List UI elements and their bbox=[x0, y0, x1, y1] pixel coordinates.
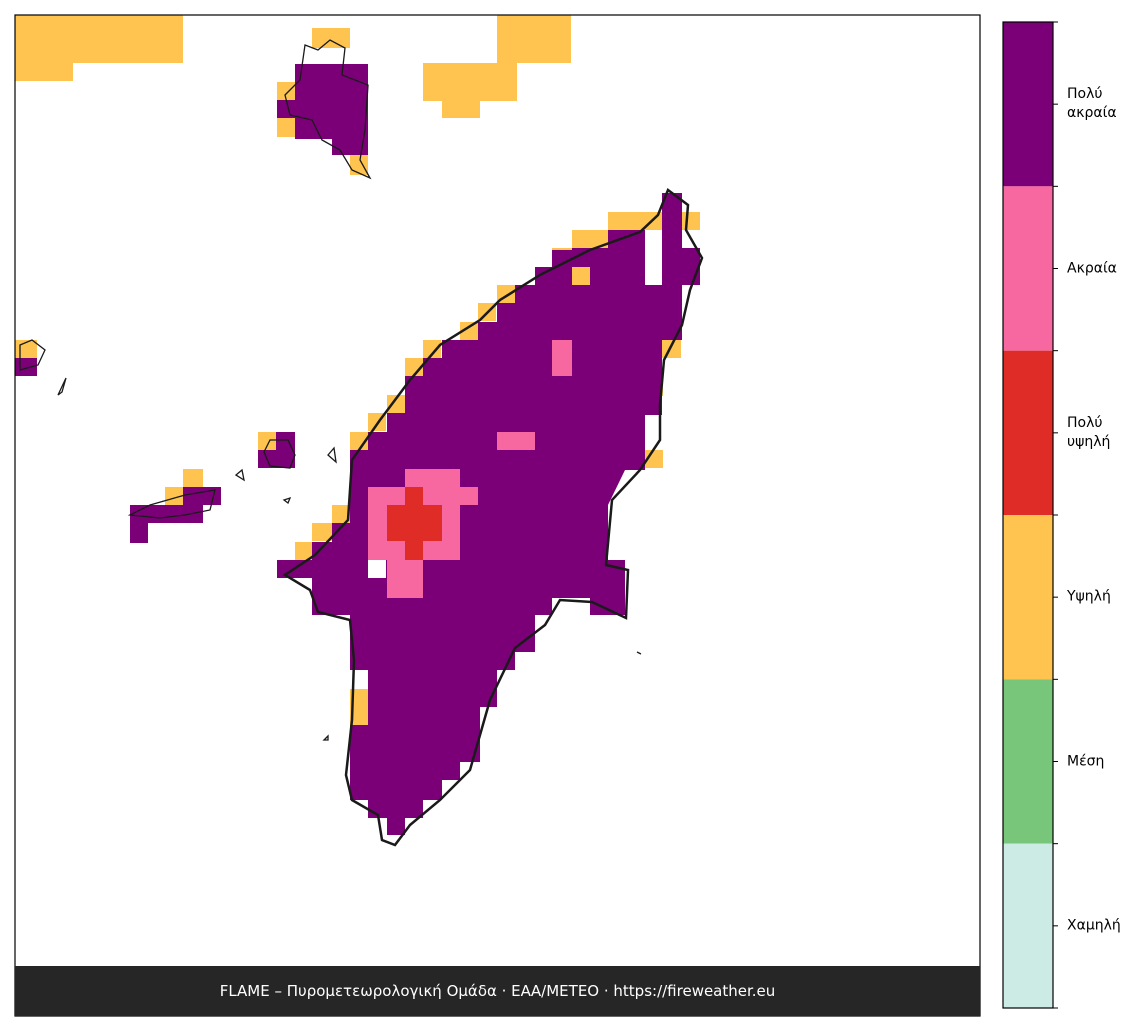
colorbar-label: Υψηλή bbox=[1067, 588, 1111, 605]
colorbar-label: Ακραία bbox=[1067, 260, 1117, 276]
colorbar-segment bbox=[1003, 843, 1053, 1008]
colorbar-label: Πολύ ακραία bbox=[1067, 86, 1117, 122]
colorbar-label: Χαμηλή bbox=[1067, 917, 1121, 934]
colorbar-segment bbox=[1003, 186, 1053, 351]
colorbar-segment bbox=[1003, 22, 1053, 187]
colorbar-segment bbox=[1003, 679, 1053, 844]
raster bbox=[15, 15, 700, 835]
colorbar-label: Πολύ υψηλή bbox=[1067, 414, 1111, 450]
colorbar-label: Μέση bbox=[1067, 753, 1105, 769]
coastline bbox=[19, 39, 704, 847]
footer: FLAME – Πυρομετεωρολογική Ομάδα · ΕΑΑ/ME… bbox=[15, 966, 980, 1016]
map-frame bbox=[14, 14, 981, 1017]
colorbar bbox=[1003, 21, 1058, 1009]
colorbar-segment bbox=[1003, 350, 1053, 515]
colorbar-segment bbox=[1003, 515, 1053, 680]
colorbar-frame bbox=[1002, 21, 1054, 1009]
